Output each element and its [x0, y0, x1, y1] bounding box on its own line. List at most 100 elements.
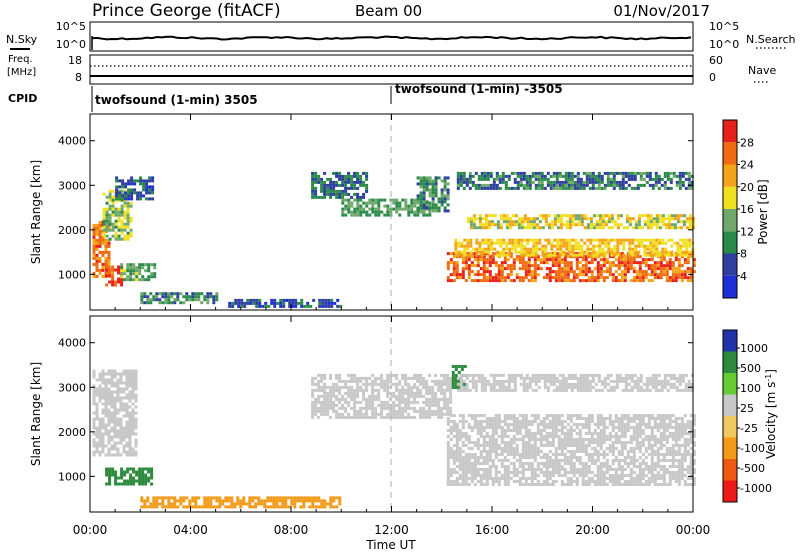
velocity-cell — [524, 462, 528, 465]
velocity-cell — [479, 462, 483, 465]
power-cell — [500, 264, 504, 268]
power-cell — [419, 203, 423, 207]
velocity-cell — [623, 435, 627, 438]
velocity-cell — [116, 435, 120, 439]
power-cell — [92, 223, 96, 227]
velocity-cell — [320, 400, 324, 404]
velocity-cell — [578, 459, 582, 462]
power-cell — [584, 264, 588, 268]
velocity-cell — [320, 502, 324, 506]
velocity-cell — [123, 482, 127, 486]
velocity-cell — [464, 453, 468, 456]
power-cell — [670, 214, 674, 218]
velocity-cell — [446, 465, 450, 468]
power-cell — [580, 217, 584, 221]
power-cell — [449, 261, 453, 265]
power-cell — [669, 171, 673, 175]
velocity-cell — [638, 462, 642, 465]
power-cell — [500, 261, 504, 265]
velocity-cell — [626, 456, 630, 459]
power-cell — [683, 261, 687, 265]
nsearch-tick-low: 10^0 — [709, 38, 739, 51]
velocity-cell — [437, 385, 441, 389]
velocity-cell — [132, 470, 136, 474]
power-cell — [570, 171, 574, 175]
velocity-cell — [98, 429, 102, 433]
power-cell — [620, 279, 624, 283]
power-cell — [597, 171, 601, 175]
velocity-cell — [602, 420, 606, 423]
power-cell — [389, 198, 393, 202]
power-cell — [599, 270, 603, 274]
power-cell — [598, 253, 602, 257]
power-cell — [475, 238, 479, 242]
velocity-cell — [464, 468, 468, 471]
velocity-cell — [578, 456, 582, 459]
velocity-cell — [356, 415, 360, 419]
power-cell — [114, 213, 118, 217]
power-cell — [482, 276, 486, 280]
power-cell — [146, 298, 150, 302]
velocity-cell — [638, 426, 642, 429]
velocity-cell — [311, 406, 315, 410]
velocity-cell — [398, 397, 402, 401]
velocity-cell — [623, 441, 627, 444]
velocity-cell — [134, 411, 138, 415]
power-cell — [329, 195, 333, 199]
velocity-cell — [413, 409, 417, 413]
power-cell — [485, 261, 489, 265]
velocity-cell — [110, 444, 114, 448]
velocity-cell — [134, 378, 138, 382]
velocity-cell — [518, 414, 522, 417]
power-cell — [646, 253, 650, 257]
velocity-cell — [458, 462, 462, 465]
power-cell — [152, 298, 156, 302]
velocity-cell — [512, 462, 516, 465]
velocity-cell — [503, 450, 507, 453]
power-cell — [666, 174, 670, 178]
power-cell — [640, 214, 644, 218]
velocity-cell — [92, 444, 96, 448]
power-cell — [652, 250, 656, 254]
power-cell — [570, 186, 574, 190]
velocity-cell — [144, 473, 148, 477]
power-cell — [613, 223, 617, 227]
power-cell — [677, 276, 681, 280]
velocity-cell — [632, 465, 636, 468]
velocity-cell — [563, 438, 567, 441]
power-cell — [98, 256, 102, 260]
velocity-cell — [135, 470, 139, 474]
velocity-cell — [599, 417, 603, 420]
velocity-cell — [647, 438, 651, 441]
velocity-cell — [209, 496, 213, 500]
power-cell — [519, 174, 523, 178]
velocity-cell — [458, 456, 462, 459]
velocity-cell — [395, 412, 399, 416]
velocity-cell — [104, 396, 108, 400]
power-cell — [500, 267, 504, 271]
power-cell — [170, 292, 174, 296]
velocity-cell — [521, 417, 525, 420]
velocity-cell — [629, 480, 633, 483]
velocity-cell — [581, 423, 585, 426]
velocity-cell — [320, 412, 324, 416]
velocity-cell — [314, 499, 318, 503]
velocity-cell — [92, 450, 96, 454]
power-cell — [136, 191, 140, 195]
power-cell — [108, 219, 112, 223]
power-cell — [660, 177, 664, 181]
power-cell — [209, 292, 213, 296]
velocity-cell — [461, 471, 465, 474]
power-cell — [437, 197, 441, 201]
velocity-cell — [368, 403, 372, 407]
power-cell — [682, 253, 686, 257]
velocity-cell — [308, 505, 312, 509]
velocity-cell — [353, 406, 357, 410]
velocity-cell — [644, 447, 648, 450]
velocity-cell — [104, 408, 108, 412]
power-cell — [638, 279, 642, 283]
velocity-cell — [155, 502, 159, 506]
power-cell — [467, 258, 471, 262]
power-cell — [692, 258, 696, 262]
power-cell — [674, 273, 678, 277]
